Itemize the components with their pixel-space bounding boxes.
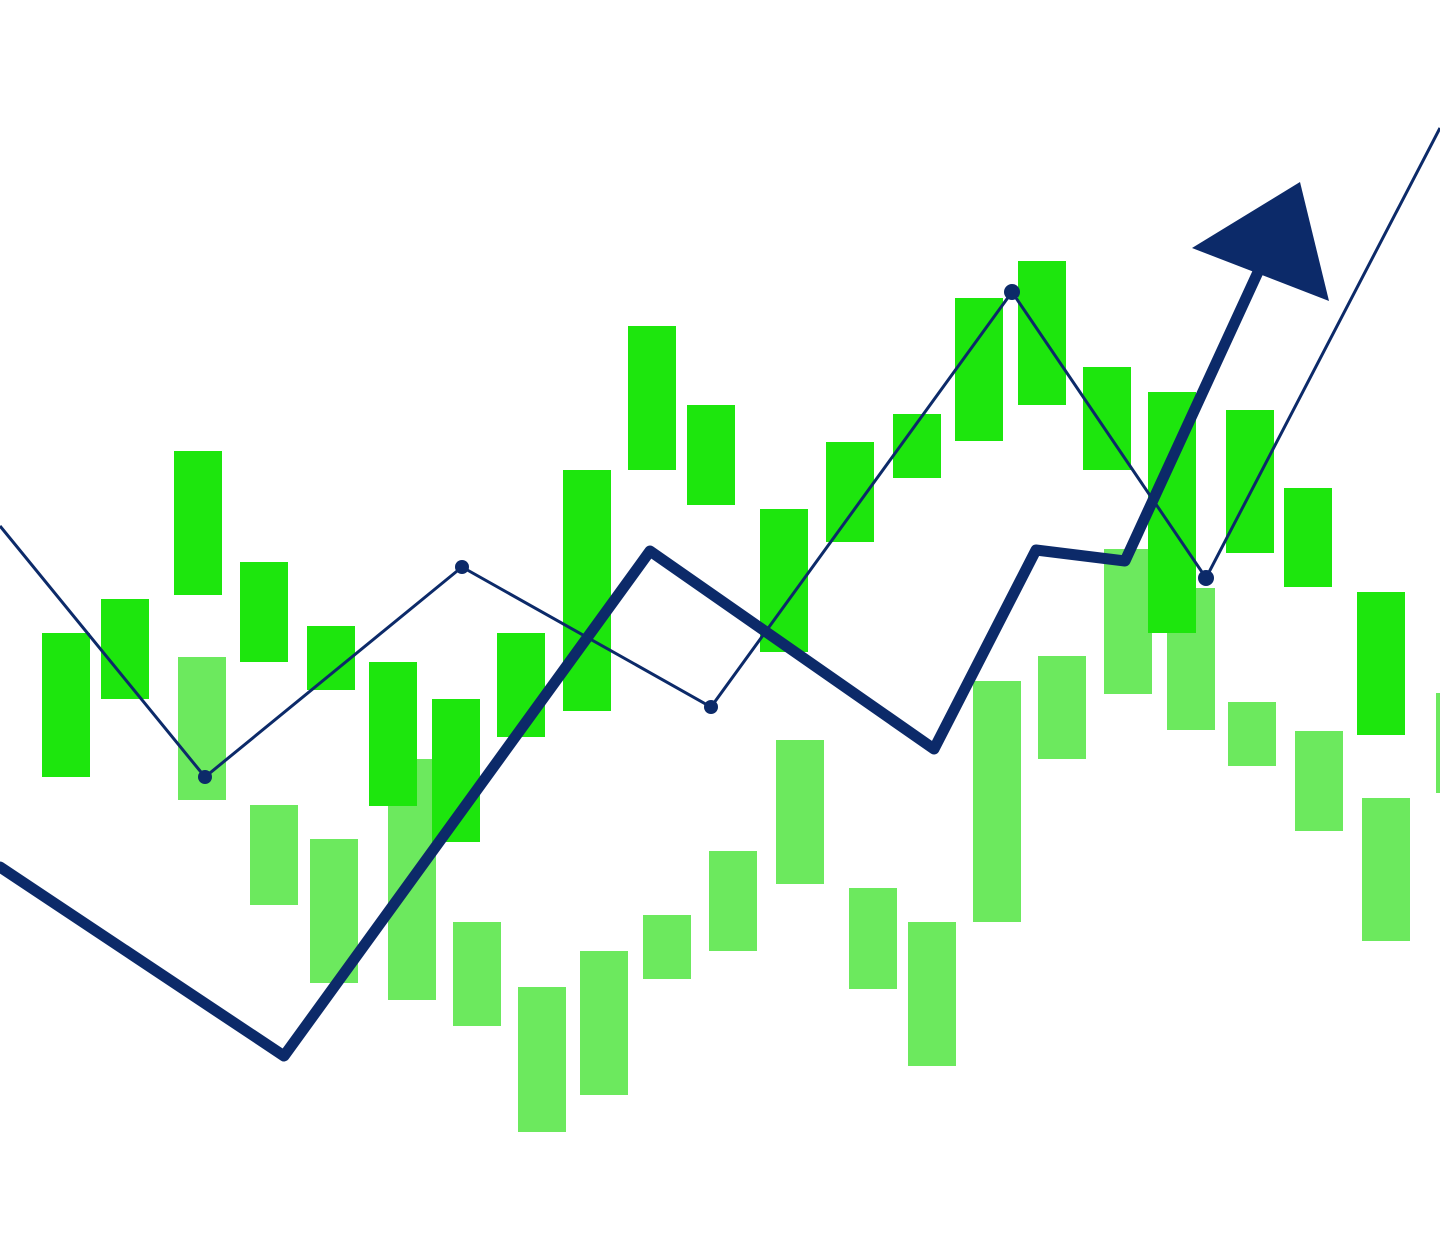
back-bar — [1038, 656, 1086, 759]
front-bar — [628, 326, 676, 470]
front-bar — [1226, 410, 1274, 553]
back-bar — [1104, 549, 1152, 694]
front-bar — [1083, 367, 1131, 470]
back-bar — [776, 740, 824, 884]
back-bar — [1295, 731, 1343, 831]
front-bar-layer — [42, 261, 1405, 842]
front-bar — [1357, 592, 1405, 735]
back-bar — [908, 922, 956, 1066]
line-dot — [455, 560, 469, 574]
front-bar — [563, 470, 611, 711]
back-bar — [518, 987, 566, 1132]
back-bar — [580, 951, 628, 1095]
back-bar — [1362, 798, 1410, 941]
back-bar — [453, 922, 501, 1026]
front-bar — [307, 626, 355, 690]
front-bar — [1018, 261, 1066, 405]
back-bar — [250, 805, 298, 905]
back-bar — [643, 915, 691, 979]
front-bar — [174, 451, 222, 595]
line-dot — [704, 700, 718, 714]
front-bar — [101, 599, 149, 699]
thin-line-dots — [198, 284, 1214, 784]
back-bar — [709, 851, 757, 951]
back-bar — [849, 888, 897, 989]
front-bar — [240, 562, 288, 662]
line-dot — [1198, 570, 1214, 586]
thick-trend-line — [0, 266, 1264, 1062]
front-bar — [687, 405, 735, 505]
front-bar — [955, 298, 1003, 441]
back-bar — [1228, 702, 1276, 766]
back-bar — [973, 681, 1021, 922]
front-bar — [42, 633, 90, 777]
arrow-head-icon — [1192, 182, 1329, 301]
front-bar — [369, 662, 417, 806]
back-bar — [1436, 693, 1440, 793]
line-dot — [1004, 284, 1020, 300]
front-bar — [1284, 488, 1332, 587]
line-dot — [198, 770, 212, 784]
